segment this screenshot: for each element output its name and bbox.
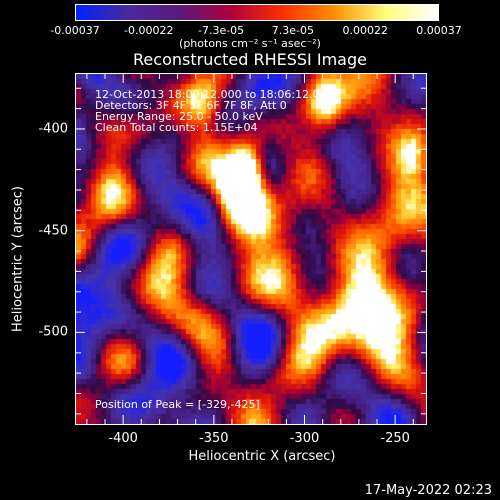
colorbar-tick-label: -0.00037 [50,24,100,37]
info-energy-range: Energy Range: 25.0 - 50.0 keV [95,110,263,123]
colorbar-unit: (photons cm⁻² s⁻¹ asec⁻²) [179,37,321,50]
y-tick-label: -400 [38,121,68,137]
image-plot [75,73,427,425]
colorbar-tick-label: 0.00022 [342,24,388,37]
x-axis-label: Heliocentric X (arcsec) [188,449,336,464]
info-detectors: Detectors: 3F 4F 5F 6F 7F 8F, Att 0 [95,99,287,112]
y-tick-label: -450 [38,223,68,239]
info-clean-counts: Clean Total counts: 1.15E+04 [95,121,258,134]
heatmap-image [76,74,426,424]
colorbar-tick-label: 7.3e-05 [271,24,315,37]
colorbar [75,4,439,21]
y-tick-label: -500 [38,324,68,340]
axis-ticks [76,74,426,424]
timestamp: 17-May-2022 02:23 [364,483,492,498]
x-tick-label: -400 [108,431,138,446]
colorbar-tick-label: -7.3e-05 [197,24,245,37]
plot-title: Reconstructed RHESSI Image [133,50,367,69]
x-tick-label: -300 [289,431,320,446]
x-tick-label: -350 [199,431,229,446]
colorbar-tick-label: 0.00037 [416,24,462,37]
x-tick-label: -250 [380,431,410,446]
info-time-range: 12-Oct-2013 18:00:12.000 to 18:06:12.000 [95,88,334,101]
colorbar-tick-label: -0.00022 [124,24,174,37]
y-axis-label: Heliocentric Y (arcsec) [10,186,26,332]
peak-position: Position of Peak = [-329,-425] [95,398,260,411]
